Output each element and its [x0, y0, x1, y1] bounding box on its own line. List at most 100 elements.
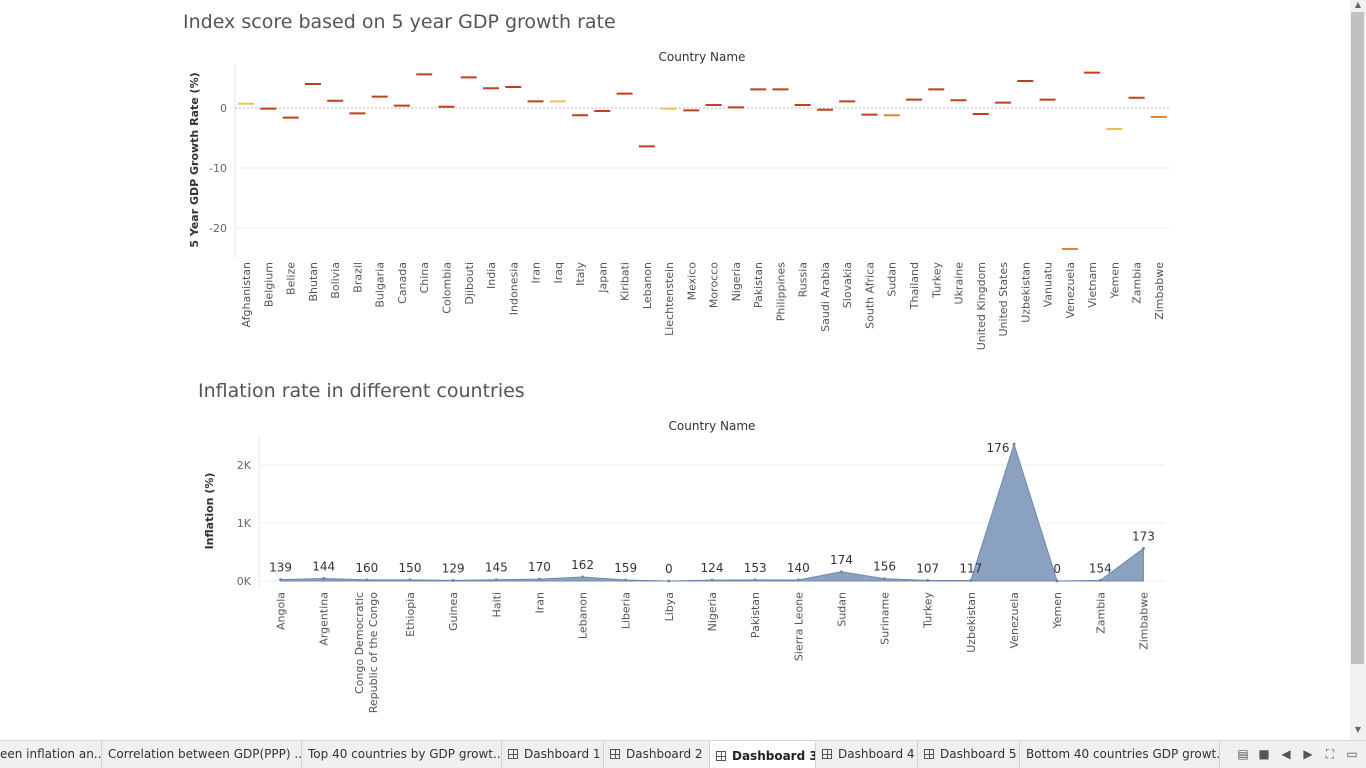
inflation-data-label: 154 [1089, 561, 1112, 575]
tab-label: Top 40 countries by GDP growt... [308, 747, 502, 761]
inflation-data-label: 156 [873, 560, 896, 574]
gdp-x-tick: Yemen [1108, 262, 1121, 300]
inflation-point[interactable] [1098, 578, 1102, 582]
gdp-x-tick: Iran [530, 262, 543, 284]
inflation-point[interactable] [753, 578, 757, 582]
inflation-data-label: 0 [665, 562, 673, 576]
tab-inflation-sheet[interactable]: een inflation an... [0, 741, 102, 768]
gdp-x-tick: Ukraine [953, 262, 966, 305]
gdp-y-tick: -20 [209, 222, 227, 235]
gdp-x-tick: United States [997, 262, 1010, 337]
gdp-x-tick: United Kingdom [975, 262, 988, 350]
inflation-data-label: 139 [269, 561, 292, 575]
filmstrip-icon[interactable]: ▤ [1237, 747, 1249, 761]
gdp-x-tick: Uzbekistan [1019, 262, 1032, 323]
inflation-area[interactable] [280, 442, 1144, 582]
inflation-point[interactable] [1055, 579, 1059, 583]
inflation-x-tick: Liberia [620, 592, 633, 629]
inflation-point[interactable] [969, 578, 973, 582]
next-icon[interactable]: ▶ [1303, 747, 1313, 761]
sheet-tab-bar: een inflation an... Correlation between … [0, 740, 1366, 768]
inflation-data-label: 170 [528, 560, 551, 574]
tab-dashboard-3[interactable]: Dashboard 3 [710, 741, 816, 768]
inflation-point[interactable] [883, 577, 887, 581]
gdp-x-tick: Djibouti [463, 262, 476, 305]
grid-icon [508, 749, 518, 759]
inflation-point[interactable] [365, 578, 369, 582]
inflation-point[interactable] [796, 578, 800, 582]
inflation-data-label: 173 [1132, 530, 1155, 544]
inflation-point[interactable] [1012, 442, 1016, 446]
prev-icon[interactable]: ◀ [1281, 747, 1291, 761]
inflation-point[interactable] [581, 575, 585, 579]
gdp-x-tick: Lebanon [641, 262, 654, 309]
gdp-x-tick: Sudan [886, 262, 899, 297]
tab-dashboard-5[interactable]: Dashboard 5 [918, 741, 1020, 768]
inflation-data-label: 174 [830, 553, 853, 567]
gdp-x-tick: Italy [574, 262, 587, 286]
inflation-data-label: 129 [442, 561, 465, 575]
svg-text:Republic of the Congo: Republic of the Congo [367, 592, 380, 714]
inflation-data-label: 117 [959, 561, 982, 575]
inflation-point[interactable] [494, 578, 498, 582]
inflation-header: Country Name [669, 419, 756, 433]
inflation-point[interactable] [537, 577, 541, 581]
tab-dashboard-2[interactable]: Dashboard 2 [604, 741, 710, 768]
inflation-data-label: 145 [485, 561, 508, 575]
gdp-x-tick: Colombia [440, 262, 453, 314]
inflation-y-axis-label: Inflation (%) [203, 473, 216, 550]
inflation-point[interactable] [624, 578, 628, 582]
charts-canvas: Country Name 5 Year GDP Growth Rate (%) … [188, 50, 1170, 713]
scroll-up-icon[interactable]: ▲ [1354, 0, 1362, 9]
inflation-point[interactable] [1141, 547, 1145, 551]
inflation-point[interactable] [839, 570, 843, 574]
inflation-x-tick: Ethiopia [404, 592, 417, 637]
tab-label: Dashboard 2 [626, 747, 703, 761]
inflation-y-tick: 2K [237, 459, 252, 472]
inflation-point[interactable] [322, 577, 326, 581]
fullscreen-icon[interactable]: ⛶ [1325, 747, 1335, 761]
inflation-data-label: 159 [614, 561, 637, 575]
tab-correlation-gdp[interactable]: Correlation between GDP(PPP) ... [102, 741, 302, 768]
present-icon[interactable]: ▭ [1346, 747, 1358, 761]
gdp-chart-title: Index score based on 5 year GDP growth r… [183, 11, 616, 33]
tab-dashboard-1[interactable]: Dashboard 1 [502, 741, 604, 768]
inflation-point[interactable] [408, 578, 412, 582]
tab-view-icon[interactable]: ■ [1258, 747, 1270, 761]
inflation-x-tick: Iran [533, 592, 546, 614]
gdp-x-tick: Vanuatu [1042, 262, 1055, 307]
gdp-x-tick: Saudi Arabia [819, 262, 832, 332]
inflation-point[interactable] [667, 579, 671, 583]
scroll-down-icon[interactable]: ▼ [1354, 725, 1362, 734]
gdp-x-tick: Zambia [1131, 262, 1144, 304]
scrollbar-thumb[interactable] [1351, 12, 1364, 664]
inflation-data-label: 176 [987, 441, 1010, 455]
grid-icon [610, 749, 620, 759]
grid-icon [822, 749, 832, 759]
inflation-chart: Country Name Inflation (%) 2K 1K 0K 139 144… [203, 419, 1165, 713]
gdp-x-tick: Kiribati [619, 262, 632, 301]
tab-dashboard-4[interactable]: Dashboard 4 [816, 741, 918, 768]
inflation-x-tick: Congo Democratic Republic of the Congo [353, 592, 380, 714]
gdp-x-tick: Liechtenstein [663, 262, 676, 336]
tab-top-40[interactable]: Top 40 countries by GDP growt... [302, 741, 502, 768]
tab-bottom-40[interactable]: Bottom 40 countries GDP growt... [1020, 741, 1220, 768]
gdp-x-tick: India [485, 262, 498, 289]
gdp-x-tick: China [418, 262, 431, 293]
inflation-data-label: 124 [701, 561, 724, 575]
gdp-x-tick: Nigeria [730, 262, 743, 301]
inflation-data-label: 140 [787, 561, 810, 575]
inflation-point[interactable] [710, 578, 714, 582]
inflation-point[interactable] [279, 578, 283, 582]
inflation-point[interactable] [926, 578, 930, 582]
inflation-y-tick: 0K [237, 575, 252, 588]
gdp-x-tick: Afghanistan [240, 262, 253, 328]
gdp-x-tick: Morocco [708, 262, 721, 308]
inflation-point[interactable] [451, 578, 455, 582]
inflation-x-tick: Zambia [1094, 592, 1107, 634]
inflation-x-tick: Turkey [922, 592, 935, 629]
inflation-x-tick: Zimbabwe [1137, 592, 1150, 650]
gdp-x-tick: Slovakia [841, 262, 854, 308]
inflation-data-label: 144 [312, 560, 335, 574]
gdp-y-tick: -10 [209, 162, 227, 175]
